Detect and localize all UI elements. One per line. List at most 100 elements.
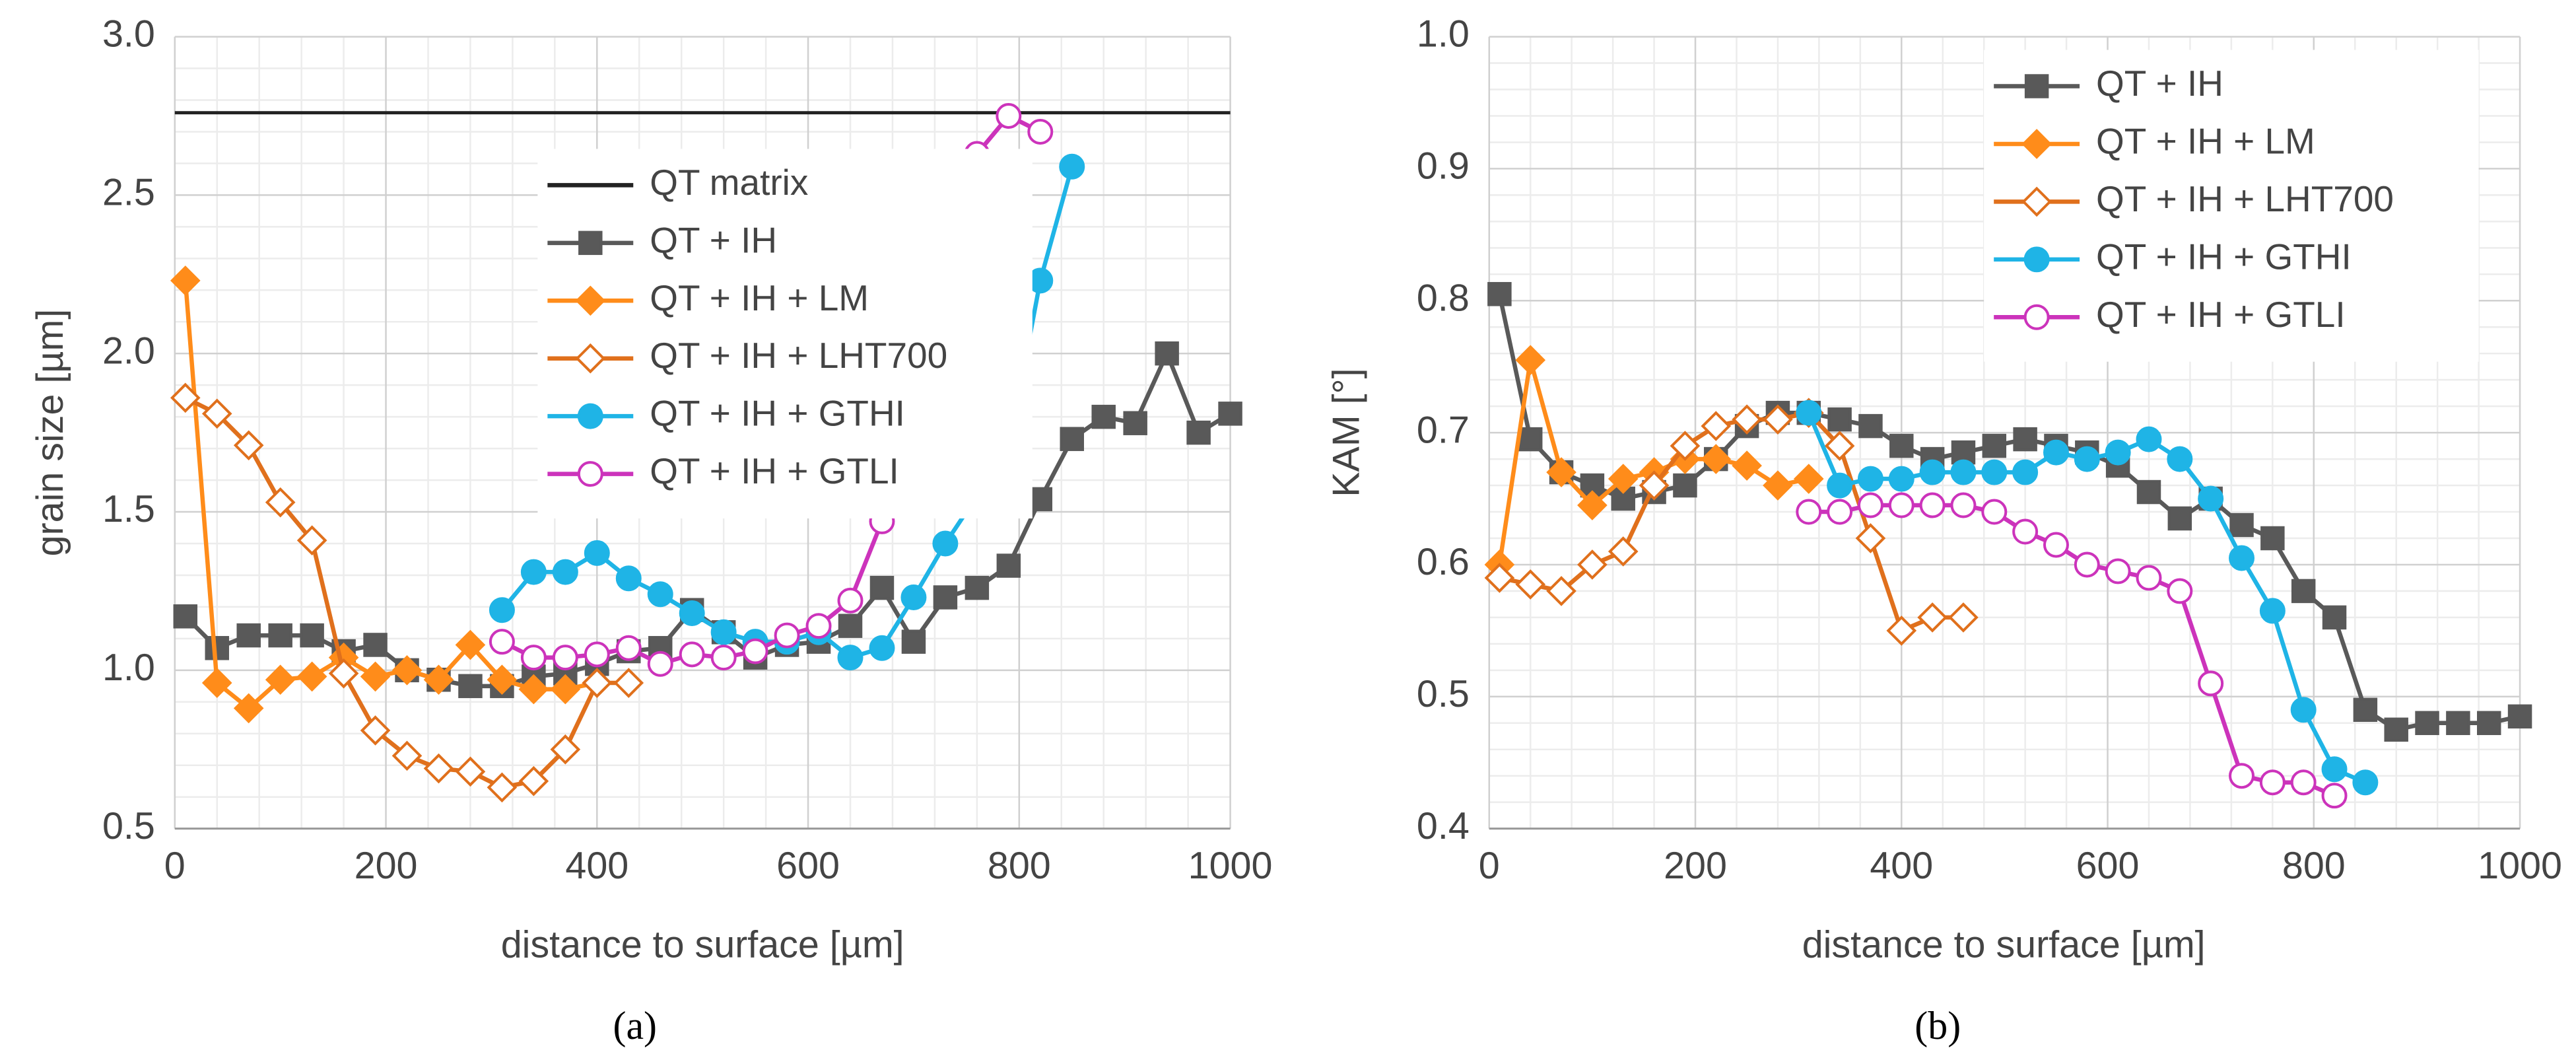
x-tick-label: 200 [1664, 845, 1727, 887]
series-line [1497, 293, 2521, 732]
marker [268, 623, 292, 648]
marker [1518, 427, 1543, 452]
y-tick-label: 0.9 [1417, 145, 1470, 188]
marker [584, 540, 610, 566]
marker [1515, 345, 1546, 376]
marker [1155, 341, 1179, 366]
marker [550, 734, 581, 765]
marker [1950, 459, 1977, 485]
x-tick-label: 800 [988, 845, 1051, 887]
x-tick-label: 800 [2282, 845, 2346, 887]
x-tick-label: 600 [776, 845, 840, 887]
marker [2024, 74, 2049, 98]
marker [1886, 616, 1917, 646]
marker [1701, 411, 1732, 441]
marker [2013, 427, 2037, 452]
marker [2321, 756, 2348, 783]
marker [1577, 490, 1608, 520]
marker [577, 403, 603, 429]
marker [2259, 598, 2286, 624]
marker [1981, 459, 2008, 485]
marker [584, 641, 610, 668]
marker [1608, 536, 1639, 567]
marker [1484, 563, 1515, 593]
marker [328, 658, 359, 689]
x-axis-label: distance to surface [µm] [1802, 924, 2206, 966]
marker [2074, 446, 2100, 472]
marker [1027, 118, 1054, 145]
chart: 0.5 1.0 1.5 2.0 2.5 3.0 0 200 400 600 800 1000 dista… [29, 13, 1272, 1047]
legend-box [1984, 50, 2479, 362]
y-tick-label: 0.4 [1417, 805, 1470, 847]
marker [2043, 439, 2069, 466]
marker [1824, 431, 1855, 461]
marker [455, 756, 486, 787]
marker [2074, 551, 2100, 578]
marker [552, 645, 578, 671]
marker [2198, 485, 2224, 512]
marker [1981, 499, 2008, 525]
marker [1186, 420, 1211, 445]
marker [1796, 400, 1822, 426]
marker [2021, 129, 2052, 159]
marker [2476, 711, 2501, 736]
marker [1546, 457, 1576, 487]
legend-label: QT matrix [650, 162, 808, 203]
marker [423, 664, 454, 695]
legend-label: QT + IH [2096, 63, 2223, 104]
marker [518, 674, 549, 705]
marker [2043, 532, 2069, 558]
marker [647, 651, 673, 677]
marker [2012, 518, 2039, 545]
y-tick-label: 1.0 [1417, 13, 1470, 55]
legend-label: QT + IH + GTLI [2096, 294, 2346, 335]
marker [1827, 499, 1853, 525]
marker [1546, 576, 1576, 606]
marker [932, 530, 959, 557]
marker [577, 461, 603, 487]
legend-label: QT + IH + LM [2096, 120, 2315, 161]
legend-label: QT + IH + LM [650, 277, 869, 318]
marker [582, 668, 613, 698]
marker [1673, 473, 1697, 498]
marker [2507, 704, 2532, 729]
caption: (b) [1915, 1004, 1961, 1047]
marker [1639, 470, 1670, 501]
y-tick-label: 0.6 [1417, 541, 1470, 583]
marker [1059, 153, 1085, 180]
marker [2229, 512, 2254, 538]
marker [2290, 697, 2317, 723]
y-tick-label: 3.0 [102, 13, 155, 55]
marker [265, 487, 296, 518]
marker [2105, 558, 2131, 584]
marker [1948, 602, 1979, 633]
marker [837, 645, 864, 671]
marker [2229, 763, 2254, 789]
caption: (a) [613, 1004, 657, 1047]
marker [838, 614, 863, 638]
marker [965, 575, 990, 600]
x-tick-label: 400 [565, 845, 628, 887]
marker [2260, 526, 2285, 551]
marker [1827, 472, 1853, 499]
marker [869, 575, 895, 600]
marker [2136, 426, 2162, 452]
marker [679, 641, 705, 668]
y-axis-label: KAM [°] [1326, 368, 1368, 497]
marker [391, 655, 423, 686]
marker [647, 581, 673, 608]
x-tick-label: 1000 [2478, 845, 2562, 887]
marker [1763, 470, 1793, 501]
marker [901, 629, 926, 654]
marker [2105, 439, 2131, 466]
marker [1917, 602, 1948, 633]
marker [575, 343, 606, 374]
marker [1982, 433, 2007, 458]
marker [578, 230, 603, 256]
marker [1515, 569, 1546, 600]
y-tick-label: 0.5 [102, 805, 155, 847]
marker [1670, 431, 1701, 461]
y-tick-label: 1.0 [102, 647, 155, 689]
legend-label: QT + IH + LHT700 [650, 335, 947, 376]
